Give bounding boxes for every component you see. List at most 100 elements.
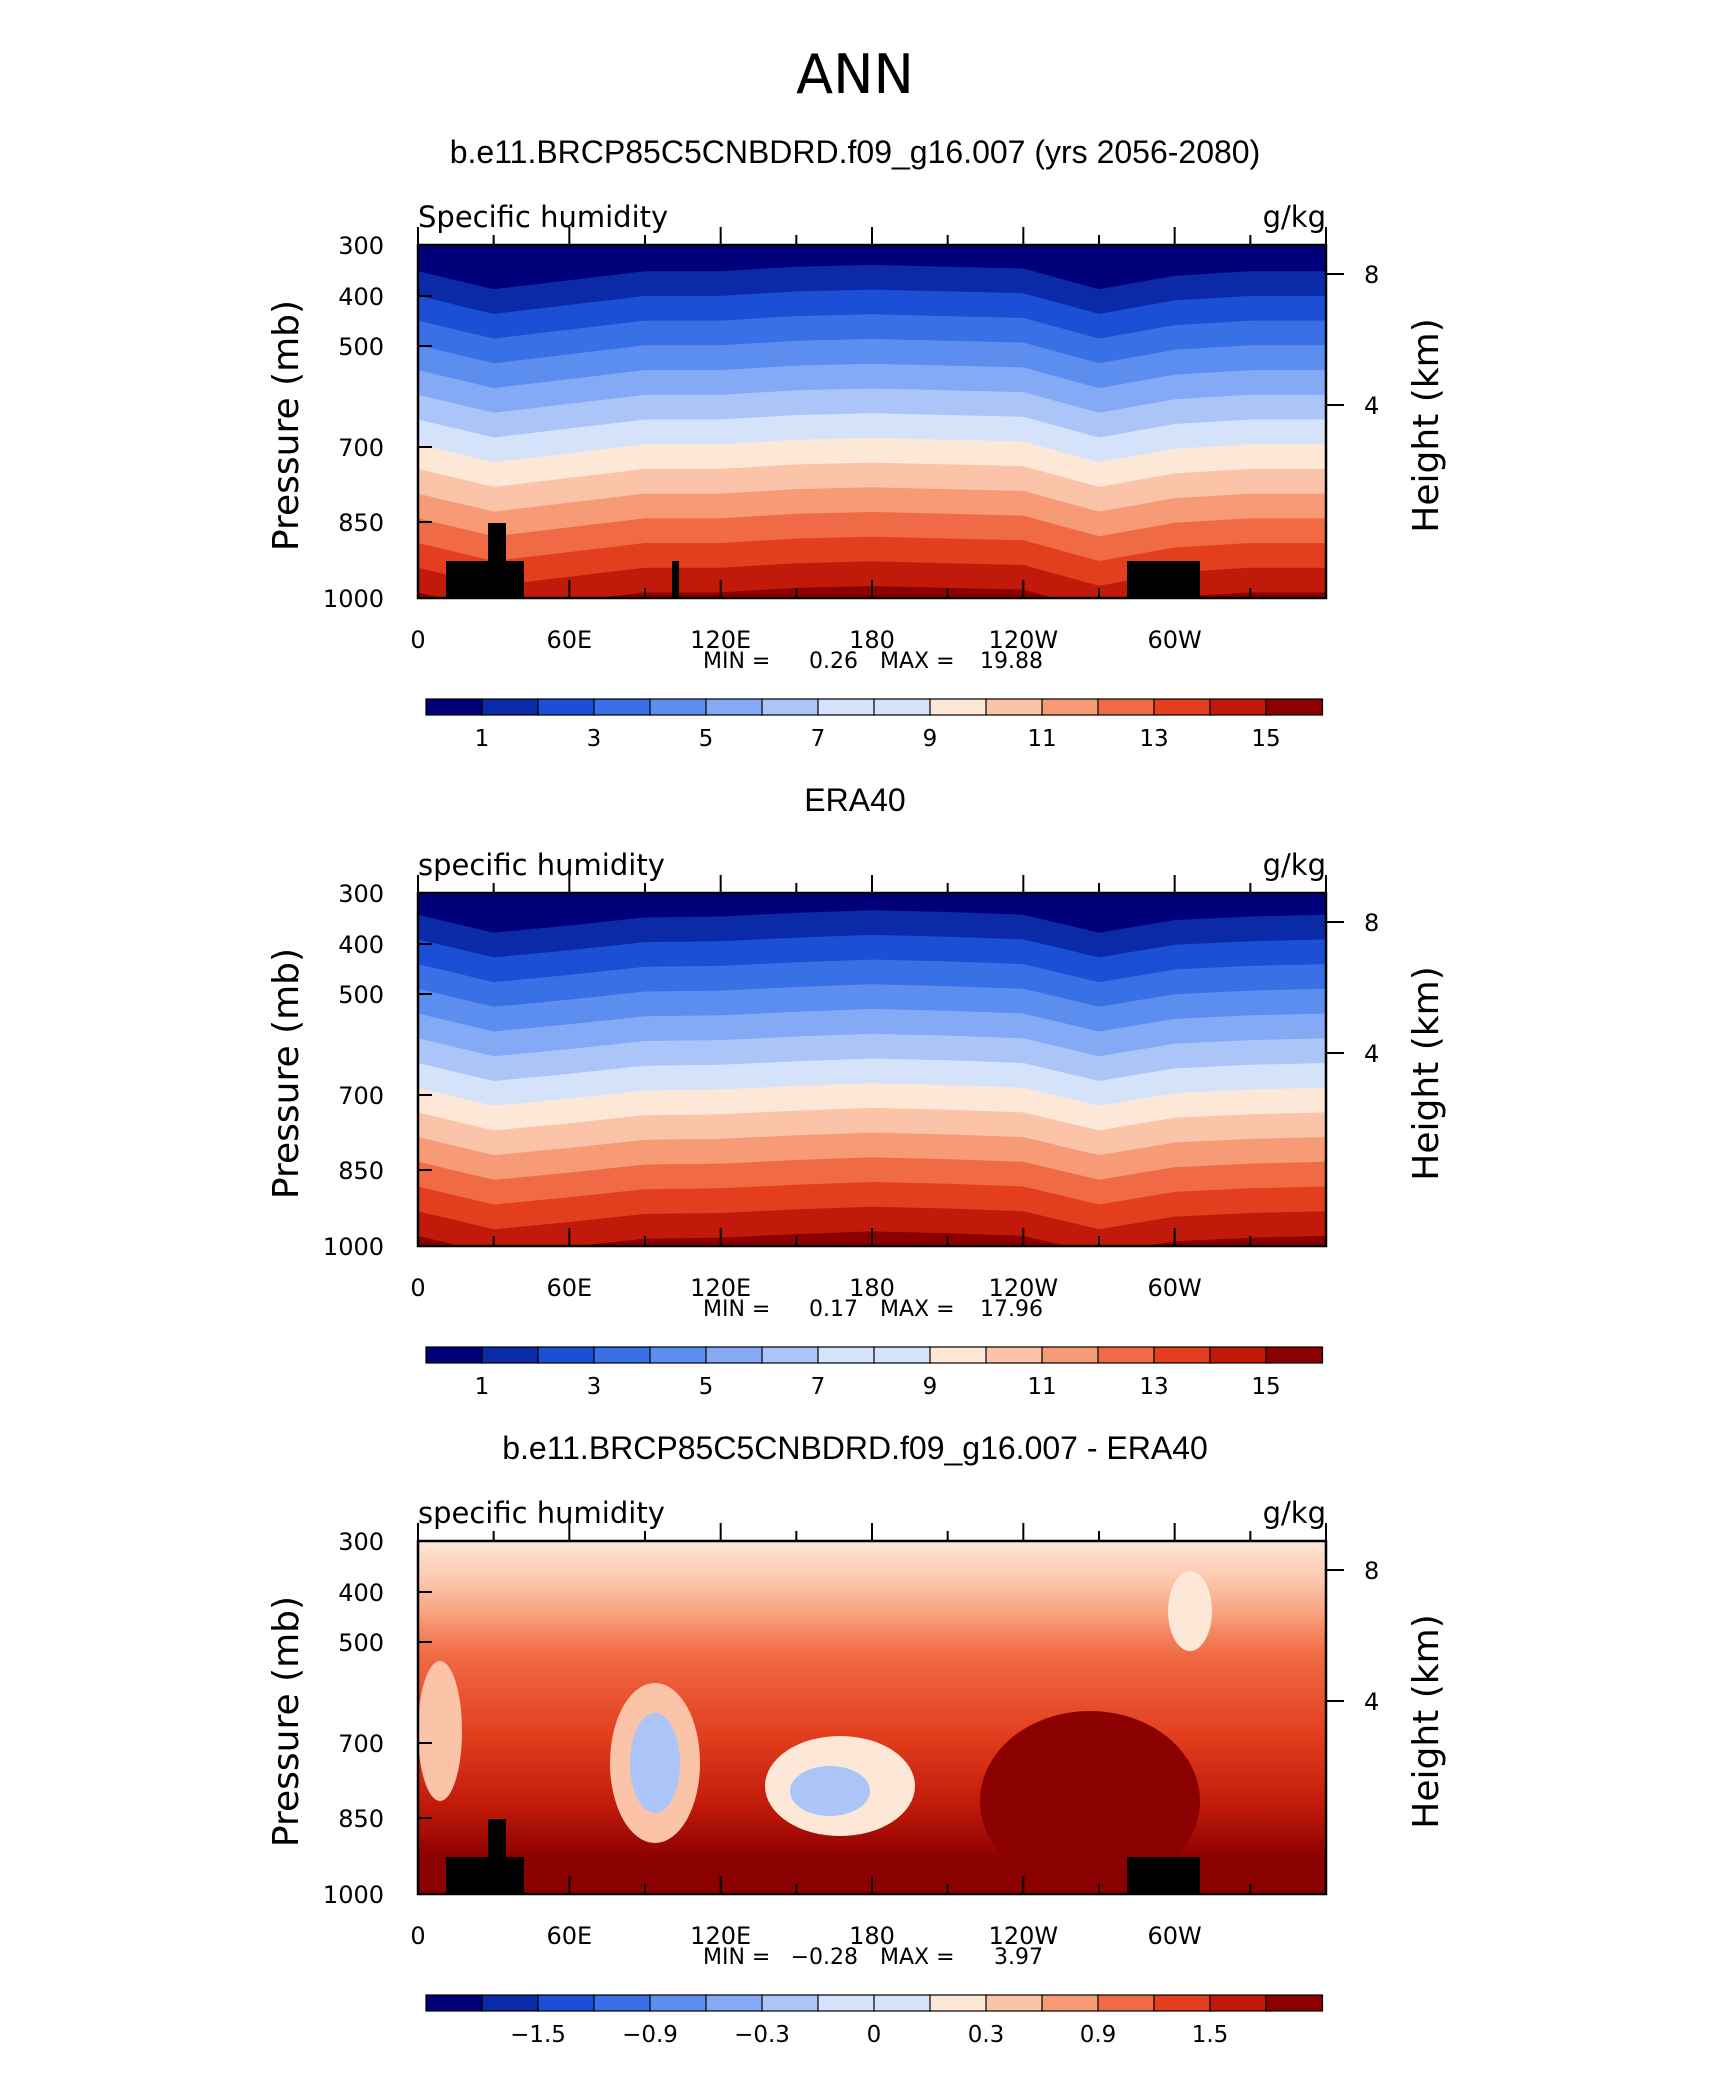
colorbar-box bbox=[1041, 1346, 1100, 1364]
colorbar-box bbox=[425, 1346, 484, 1364]
min-label: MIN = bbox=[703, 1945, 770, 1970]
panels: b.e11.BRCP85C5CNBDRD.f09_g16.007 (yrs 20… bbox=[266, 134, 1447, 2048]
x-tick-label: 0 bbox=[410, 1922, 425, 1950]
contour-blob bbox=[1168, 1571, 1212, 1651]
colorbar-label: 1 bbox=[475, 1374, 490, 1400]
y-tick-label: 1000 bbox=[323, 1881, 384, 1909]
colorbar-box bbox=[537, 698, 596, 716]
colorbar-box bbox=[481, 1346, 540, 1364]
colorbar-box bbox=[761, 698, 820, 716]
colorbar-box bbox=[1209, 698, 1268, 716]
colorbar-box bbox=[537, 1346, 596, 1364]
x-tick-label: 180 bbox=[849, 1922, 895, 1950]
colorbar-label: 1 bbox=[475, 726, 490, 752]
panel-left-label: Specific humidity bbox=[418, 200, 668, 234]
colorbar-box bbox=[1153, 698, 1212, 716]
x-tick-label: 180 bbox=[849, 626, 895, 654]
y-tick-label: 700 bbox=[338, 1730, 384, 1758]
min-label: MIN = bbox=[703, 649, 770, 674]
colorbar-label: 9 bbox=[923, 1374, 938, 1400]
panel-units-label: g/kg bbox=[1263, 200, 1326, 234]
x-tick-label: 120W bbox=[989, 1274, 1059, 1302]
colorbar-label: 15 bbox=[1251, 1374, 1280, 1400]
y2-tick-label: 4 bbox=[1364, 1688, 1379, 1716]
y2-tick-label: 8 bbox=[1364, 909, 1379, 937]
colorbar-box bbox=[593, 698, 652, 716]
colorbar-box bbox=[985, 1346, 1044, 1364]
colorbar-label: 13 bbox=[1139, 726, 1168, 752]
colorbar-label: 0.9 bbox=[1080, 2022, 1117, 2048]
x-tick-label: 120W bbox=[989, 626, 1059, 654]
colorbar-label: 5 bbox=[699, 726, 714, 752]
max-value: 3.97 bbox=[994, 1945, 1043, 1970]
x-tick-label: 60E bbox=[546, 626, 592, 654]
y-axis-label: Pressure (mb) bbox=[266, 300, 307, 551]
colorbar-label: 0 bbox=[867, 2022, 882, 2048]
colorbar-label: 11 bbox=[1027, 726, 1056, 752]
colorbar-box bbox=[1265, 1994, 1324, 2012]
x-tick-label: 120E bbox=[690, 626, 751, 654]
y-tick-label: 700 bbox=[338, 1082, 384, 1110]
y-axis-label: Pressure (mb) bbox=[266, 1596, 307, 1847]
min-value: 0.26 bbox=[809, 649, 858, 674]
panel-title: ERA40 bbox=[804, 782, 905, 818]
contour-blob bbox=[418, 1661, 462, 1801]
colorbar-label: 5 bbox=[699, 1374, 714, 1400]
y-tick-label: 1000 bbox=[323, 585, 384, 613]
x-tick-label: 60E bbox=[546, 1274, 592, 1302]
contour-blob bbox=[980, 1711, 1200, 1891]
contour-field bbox=[418, 245, 1326, 598]
colorbar-box bbox=[817, 698, 876, 716]
x-tick-label: 60W bbox=[1148, 626, 1202, 654]
x-tick-label: 120W bbox=[989, 1922, 1059, 1950]
x-tick-label: 60W bbox=[1148, 1274, 1202, 1302]
y-tick-label: 300 bbox=[338, 232, 384, 260]
topography-mask bbox=[488, 1819, 506, 1859]
colorbar-box bbox=[929, 1994, 988, 2012]
colorbar-box bbox=[705, 1346, 764, 1364]
max-label: MAX = bbox=[880, 1945, 955, 1970]
colorbar-box bbox=[873, 1994, 932, 2012]
y-tick-label: 500 bbox=[338, 981, 384, 1009]
y-tick-label: 400 bbox=[338, 1579, 384, 1607]
max-value: 19.88 bbox=[980, 649, 1043, 674]
y-axis-label: Pressure (mb) bbox=[266, 948, 307, 1199]
colorbar-box bbox=[985, 1994, 1044, 2012]
contour-field bbox=[418, 893, 1326, 1246]
colorbar-box bbox=[537, 1994, 596, 2012]
min-label: MIN = bbox=[703, 1297, 770, 1322]
y-tick-label: 850 bbox=[338, 509, 384, 537]
y-tick-label: 500 bbox=[338, 1629, 384, 1657]
colorbar-label: −1.5 bbox=[510, 2022, 566, 2048]
colorbar-label: 13 bbox=[1139, 1374, 1168, 1400]
max-label: MAX = bbox=[880, 1297, 955, 1322]
colorbar-box bbox=[873, 1346, 932, 1364]
panel-left-label: specific humidity bbox=[418, 1496, 665, 1530]
colorbar-box bbox=[985, 698, 1044, 716]
y-tick-label: 400 bbox=[338, 931, 384, 959]
panel-2: b.e11.BRCP85C5CNBDRD.f09_g16.007 - ERA40… bbox=[266, 1430, 1447, 2048]
colorbar-box bbox=[761, 1346, 820, 1364]
colorbar-box bbox=[1209, 1346, 1268, 1364]
colorbar-box bbox=[761, 1994, 820, 2012]
contour-blob bbox=[790, 1766, 870, 1816]
topography-mask bbox=[672, 561, 679, 598]
topography-mask bbox=[488, 523, 506, 563]
colorbar-box bbox=[817, 1994, 876, 2012]
max-value: 17.96 bbox=[980, 1297, 1043, 1322]
colorbar-box bbox=[929, 1346, 988, 1364]
colorbar-label: 9 bbox=[923, 726, 938, 752]
colorbar-box bbox=[593, 1346, 652, 1364]
colorbar-box bbox=[1097, 1346, 1156, 1364]
y-tick-label: 850 bbox=[338, 1157, 384, 1185]
panel-title: b.e11.BRCP85C5CNBDRD.f09_g16.007 - ERA40 bbox=[502, 1430, 1208, 1466]
colorbar-label: 7 bbox=[811, 726, 826, 752]
colorbar-box bbox=[1153, 1346, 1212, 1364]
colorbar-label: 7 bbox=[811, 1374, 826, 1400]
colorbar-box bbox=[705, 698, 764, 716]
y-tick-label: 300 bbox=[338, 880, 384, 908]
panel-0: b.e11.BRCP85C5CNBDRD.f09_g16.007 (yrs 20… bbox=[266, 134, 1447, 752]
contour-field bbox=[418, 1541, 1326, 1894]
y2-tick-label: 4 bbox=[1364, 392, 1379, 420]
